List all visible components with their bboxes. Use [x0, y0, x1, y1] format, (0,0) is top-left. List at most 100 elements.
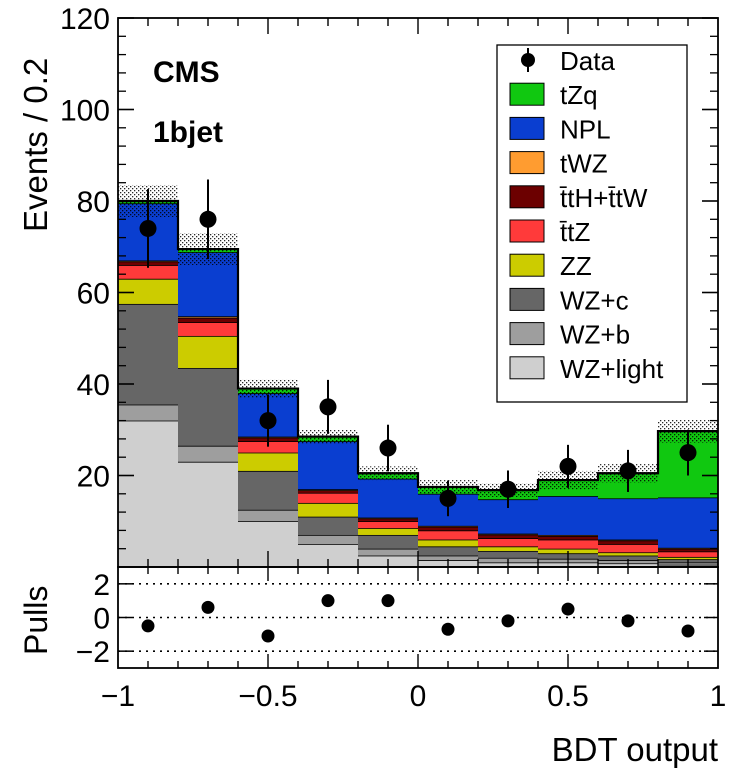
legend-label-zz: ZZ [560, 251, 592, 281]
bar-wz-b-1 [178, 445, 238, 462]
pull-point-2 [261, 629, 275, 643]
bar-npl-3 [298, 441, 358, 490]
pull-point-8 [621, 614, 635, 628]
y-tick-label-60: 60 [77, 278, 110, 311]
x-axis-ticks: −1 −0.5 0 0.5 1 [101, 680, 726, 713]
pull-point-4 [381, 594, 395, 608]
legend-label-npl: NPL [560, 114, 611, 144]
bar-tth-ttw-7 [538, 535, 598, 540]
bar-npl-9 [658, 497, 718, 548]
bar-wz-c-8 [598, 555, 658, 561]
legend-swatch-ttz [509, 219, 545, 243]
bar-zz-9 [658, 556, 718, 560]
bar-wz-c-0 [118, 303, 178, 405]
legend-label-data: Data [560, 46, 615, 76]
x-axis-label: BDT output [552, 731, 718, 768]
y-tick-label-80: 80 [77, 186, 110, 219]
legend-swatch-wz-c [509, 287, 545, 311]
data-point-7 [559, 457, 577, 475]
bar-tth-ttw-8 [598, 540, 658, 545]
bar-wz-light-0 [118, 420, 178, 567]
bar-wz-b-2 [238, 509, 298, 522]
legend-label-twz: tWZ [560, 149, 608, 179]
bar-ttz-8 [598, 544, 658, 553]
bar-wz-light-1 [178, 461, 238, 567]
x-tick-label-2: 0 [410, 680, 427, 713]
bar-wz-c-1 [178, 367, 238, 446]
data-point-8 [619, 462, 637, 480]
bar-zz-1 [178, 335, 238, 368]
bar-wz-b-3 [298, 534, 358, 545]
bar-wz-b-5 [418, 555, 478, 561]
pull-point-6 [501, 614, 515, 628]
bar-zz-0 [118, 278, 178, 304]
bar-wz-c-5 [418, 546, 478, 556]
legend-swatch-zz [509, 253, 545, 277]
data-point-3 [319, 398, 337, 416]
main-axis-ticks: 20 40 60 80 100 120 [60, 3, 718, 567]
legend-swatch-wz-light [509, 356, 545, 380]
bar-npl-7 [538, 496, 598, 535]
pull-axis-ticks: −202 [76, 567, 718, 669]
x-tick-label-1: −0.5 [238, 680, 297, 713]
legend-label-wz-light: WZ+light [560, 354, 664, 384]
pull-reference-lines [118, 583, 718, 652]
bar-ttz-2 [238, 441, 298, 453]
x-tick-label-3: 0.5 [547, 680, 589, 713]
bar-tth-ttw-1 [178, 317, 238, 323]
bar-zz-4 [358, 528, 418, 535]
pull-y-tick-label: 2 [93, 569, 110, 602]
data-point-2 [259, 412, 277, 430]
total-prediction-outline [118, 199, 718, 492]
pull-point-3 [321, 594, 335, 608]
bar-wz-c-3 [298, 516, 358, 535]
total-prediction-step [118, 199, 718, 492]
bar-tth-ttw-5 [418, 526, 478, 531]
y-tick-label-20: 20 [77, 461, 110, 494]
pull-points [141, 594, 695, 643]
bar-zz-8 [598, 552, 658, 556]
category-label: 1bjet [153, 116, 223, 149]
bar-zz-7 [538, 548, 598, 554]
pull-point-0 [141, 619, 155, 633]
data-points [139, 179, 697, 517]
legend-swatch-tth-ttw [509, 185, 545, 209]
pull-y-tick-label: 0 [93, 603, 110, 636]
legend-label-ttz: t̄tZ [559, 217, 590, 247]
bar-tth-ttw-9 [658, 548, 718, 552]
bar-wz-c-4 [358, 534, 418, 549]
legend-swatch-npl [509, 116, 545, 140]
bar-wz-b-0 [118, 404, 178, 421]
bar-zz-3 [298, 502, 358, 517]
data-point-6 [499, 480, 517, 498]
data-point-9 [679, 444, 697, 462]
cms-label: CMS [153, 56, 220, 89]
bar-tth-ttw-6 [478, 534, 538, 539]
data-point-4 [379, 439, 397, 457]
data-point-5 [439, 489, 457, 507]
x-tick-label-0: −1 [101, 680, 135, 713]
bar-zz-2 [238, 452, 298, 471]
bar-ttz-3 [298, 492, 358, 503]
legend: Data tZq NPL tWZ t̄tH+t̄tW t̄tZ ZZ WZ+c WZ+b WZ+l… [496, 44, 688, 403]
legend-swatch-tzq [509, 82, 545, 106]
legend-label-wz-c: WZ+c [560, 285, 629, 315]
y-tick-label-40: 40 [77, 369, 110, 402]
bar-ttz-0 [118, 265, 178, 279]
x-tick-label-4: 1 [710, 680, 727, 713]
bar-ttz-4 [358, 521, 418, 529]
pull-point-1 [201, 600, 215, 614]
legend-label-wz-b: WZ+b [560, 320, 630, 350]
pull-point-9 [681, 624, 695, 638]
bar-ttz-1 [178, 322, 238, 336]
legend-label-tth-ttw: t̄tH+t̄tW [559, 183, 648, 213]
bar-zz-5 [418, 539, 478, 547]
legend-label-tzq: tZq [560, 80, 598, 110]
pull-y-label: Pulls [18, 586, 54, 655]
bar-wz-b-4 [358, 548, 418, 556]
bar-wz-c-6 [478, 550, 538, 558]
bar-zz-6 [478, 546, 538, 551]
bar-ttz-5 [418, 530, 478, 540]
